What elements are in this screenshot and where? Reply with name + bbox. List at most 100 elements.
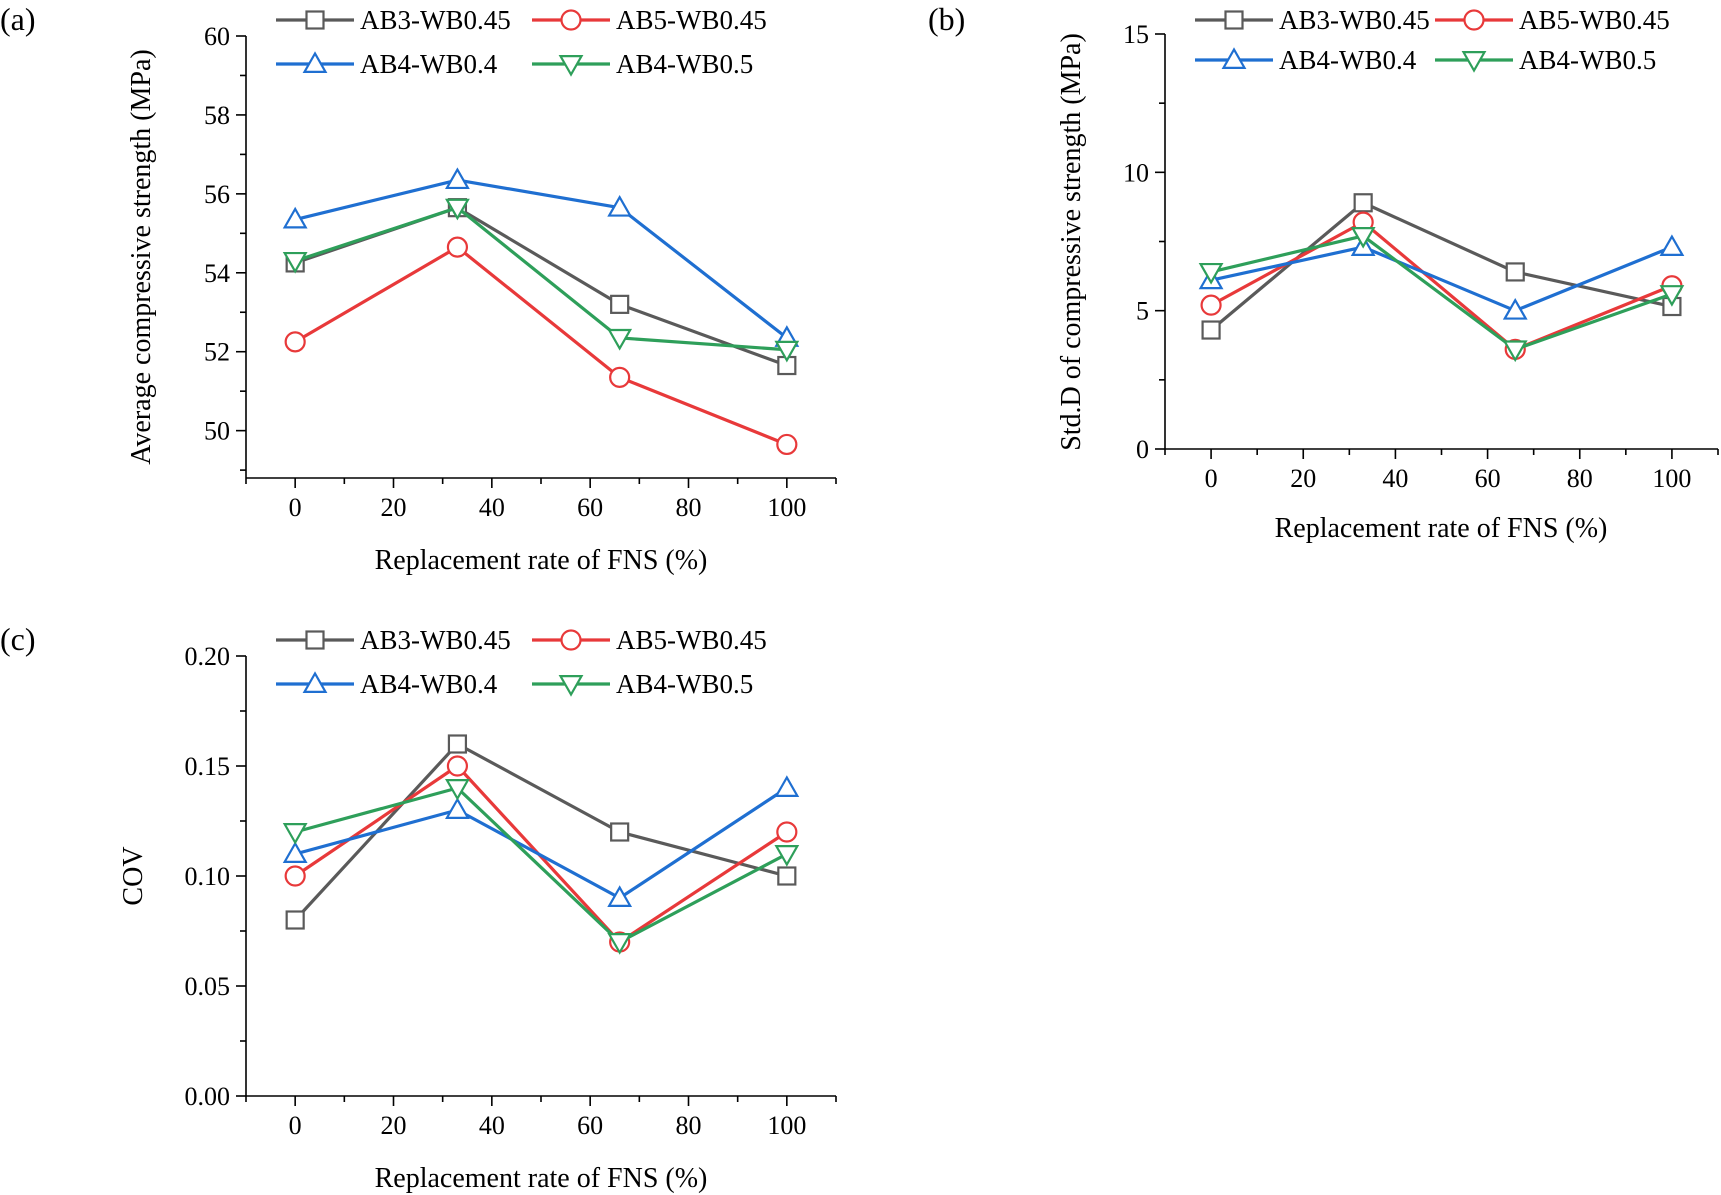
series-line bbox=[294, 245, 788, 446]
y-tick-label: 60 bbox=[204, 22, 230, 51]
data-point bbox=[282, 251, 308, 274]
data-point bbox=[1502, 340, 1528, 363]
x-tick-label: 60 bbox=[1475, 464, 1501, 493]
legend-marker bbox=[1224, 10, 1244, 30]
data-point bbox=[1659, 285, 1685, 307]
data-point bbox=[777, 866, 797, 886]
series-AB4-WB0.4 bbox=[282, 775, 800, 907]
data-point bbox=[610, 822, 630, 842]
legend-label: AB3-WB0.45 bbox=[360, 625, 511, 655]
x-tick-label: 40 bbox=[1382, 464, 1408, 493]
series-line bbox=[1210, 245, 1673, 313]
y-tick-label: 50 bbox=[204, 417, 230, 446]
y-tick-label: 10 bbox=[1123, 158, 1149, 187]
panel-label: (a) bbox=[0, 1, 36, 37]
y-tick-label: 52 bbox=[204, 338, 230, 367]
chart-panel-a: (a) 0 20 40 60 80 100 50 52 54 56 58 60 Replacement r… bbox=[0, 1, 837, 576]
panel-label: (c) bbox=[0, 621, 36, 657]
series-line bbox=[1210, 220, 1673, 351]
series-AB4-WB0.5 bbox=[282, 198, 800, 363]
data-point bbox=[445, 779, 470, 801]
series-AB4-WB0.4 bbox=[1198, 234, 1685, 320]
x-tick-label: 100 bbox=[767, 493, 806, 522]
data-point bbox=[610, 294, 630, 314]
data-point bbox=[447, 734, 468, 754]
y-tick-label: 15 bbox=[1123, 20, 1149, 49]
y-tick-label: 0.20 bbox=[185, 642, 231, 671]
x-tick-label: 100 bbox=[1652, 464, 1691, 493]
y-tick-label: 0.10 bbox=[185, 862, 231, 891]
y-tick-label: 0.00 bbox=[185, 1082, 231, 1111]
series-AB4-WB0.5 bbox=[282, 779, 800, 955]
series-AB3-WB0.45 bbox=[1201, 193, 1682, 340]
y-tick-label: 0 bbox=[1136, 435, 1149, 464]
x-tick-label: 100 bbox=[767, 1111, 806, 1140]
legend-label: AB4-WB0.4 bbox=[1279, 45, 1417, 75]
x-axis-title: Replacement rate of FNS (%) bbox=[1275, 513, 1608, 544]
legend-label: AB3-WB0.45 bbox=[1279, 5, 1430, 35]
data-point bbox=[607, 885, 633, 907]
panel-label: (b) bbox=[928, 1, 965, 37]
legend-item: AB5-WB0.45 bbox=[532, 625, 767, 655]
x-axis-title: Replacement rate of FNS (%) bbox=[375, 1163, 708, 1194]
legend-item: AB3-WB0.45 bbox=[1195, 5, 1430, 35]
y-tick-label: 5 bbox=[1136, 297, 1149, 326]
legend-item: AB4-WB0.4 bbox=[276, 669, 498, 699]
legend-label: AB4-WB0.5 bbox=[616, 669, 753, 699]
y-tick-label: 54 bbox=[204, 259, 230, 288]
legend-item: AB4-WB0.5 bbox=[532, 49, 753, 79]
data-point bbox=[445, 797, 470, 819]
legend-item: AB3-WB0.45 bbox=[276, 625, 511, 655]
data-point bbox=[607, 933, 633, 955]
legend-label: AB5-WB0.45 bbox=[616, 5, 767, 35]
x-tick-label: 60 bbox=[577, 1111, 603, 1140]
series-AB4-WB0.5 bbox=[1198, 226, 1685, 363]
data-point bbox=[607, 328, 633, 351]
y-tick-label: 56 bbox=[204, 180, 230, 209]
legend-item: AB5-WB0.45 bbox=[532, 5, 767, 35]
legend-label: AB5-WB0.45 bbox=[1519, 5, 1670, 35]
x-tick-label: 40 bbox=[479, 1111, 505, 1140]
legend-marker bbox=[558, 55, 584, 77]
series-AB5-WB0.45 bbox=[1200, 211, 1683, 360]
legend-item: AB4-WB0.4 bbox=[1195, 45, 1417, 75]
legend-item: AB5-WB0.45 bbox=[1435, 5, 1670, 35]
data-point bbox=[285, 910, 305, 930]
legend-item: AB3-WB0.45 bbox=[276, 5, 511, 35]
data-point bbox=[284, 865, 306, 887]
x-tick-label: 60 bbox=[577, 493, 603, 522]
legend-marker bbox=[305, 630, 325, 650]
series-AB5-WB0.45 bbox=[284, 236, 798, 456]
legend-label: AB4-WB0.5 bbox=[1519, 45, 1656, 75]
legend-marker bbox=[560, 9, 582, 31]
data-point bbox=[776, 821, 798, 843]
x-tick-label: 80 bbox=[676, 493, 702, 522]
data-point bbox=[776, 433, 798, 456]
y-tick-label: 0.05 bbox=[185, 972, 231, 1001]
x-tick-label: 0 bbox=[289, 1111, 302, 1140]
data-point bbox=[1353, 193, 1373, 213]
data-point bbox=[774, 845, 800, 867]
series-line bbox=[294, 786, 788, 944]
y-axis-title: Std.D of compressive strength (MPa) bbox=[1056, 33, 1087, 451]
data-point bbox=[774, 775, 800, 797]
x-tick-label: 0 bbox=[289, 493, 302, 522]
legend-label: AB3-WB0.45 bbox=[360, 5, 511, 35]
series-line bbox=[1210, 201, 1673, 332]
legend-label: AB4-WB0.4 bbox=[360, 49, 498, 79]
chart-panel-b: (b) 0 20 40 60 80 100 0 5 10 15 Replacement rate of… bbox=[928, 1, 1719, 544]
x-axis-title: Replacement rate of FNS (%) bbox=[375, 545, 708, 576]
x-tick-label: 0 bbox=[1205, 464, 1218, 493]
series-line bbox=[1210, 234, 1673, 351]
data-point bbox=[282, 823, 308, 845]
data-point bbox=[282, 206, 308, 229]
y-axis-title: COV bbox=[118, 846, 149, 905]
x-tick-label: 20 bbox=[1290, 464, 1316, 493]
legend-label: AB4-WB0.5 bbox=[616, 49, 753, 79]
legend-marker bbox=[305, 10, 325, 30]
chart-panel-c: (c) 0 20 40 60 80 100 0.00 0.05 0.10 0.15 0.20 Repla… bbox=[0, 621, 837, 1194]
data-point bbox=[1659, 234, 1685, 257]
legend-marker bbox=[1461, 51, 1487, 73]
x-tick-label: 20 bbox=[381, 1111, 407, 1140]
